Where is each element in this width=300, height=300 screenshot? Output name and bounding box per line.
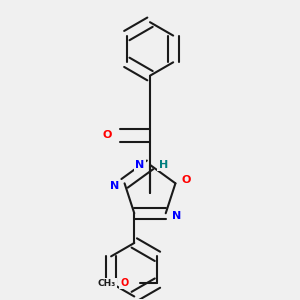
Text: CH₃: CH₃: [98, 279, 116, 288]
Text: N: N: [110, 181, 119, 191]
Text: N: N: [135, 160, 144, 170]
Text: H: H: [159, 160, 168, 170]
Text: N: N: [172, 211, 181, 221]
Text: O: O: [121, 278, 129, 288]
Text: O: O: [181, 176, 190, 185]
Text: O: O: [102, 130, 112, 140]
